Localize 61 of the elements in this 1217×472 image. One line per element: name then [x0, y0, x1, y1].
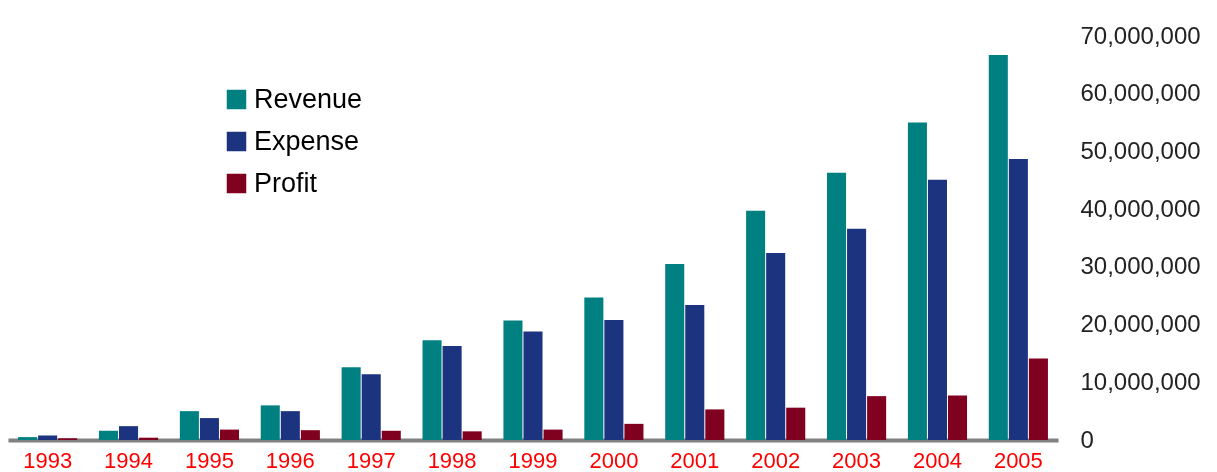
x-tick-label: 1999 [508, 447, 558, 472]
y-tick-label: 10,000,000 [1080, 367, 1201, 395]
bar [604, 319, 624, 440]
bar [18, 437, 38, 440]
bar [766, 253, 786, 440]
bar [260, 405, 280, 440]
bar [786, 407, 806, 440]
bar [927, 179, 947, 440]
legend-label: Profit [254, 167, 318, 198]
bar [300, 430, 320, 440]
bar [341, 367, 361, 440]
x-tick-label: 1993 [23, 447, 73, 472]
bar [38, 435, 58, 440]
y-tick-label: 50,000,000 [1080, 136, 1201, 164]
bar [705, 409, 725, 440]
bar [503, 320, 523, 440]
bar [827, 172, 847, 440]
y-tick-label: 60,000,000 [1080, 79, 1201, 107]
x-tick-label: 1997 [346, 447, 396, 472]
bar [746, 210, 766, 440]
x-tick-label: 2001 [670, 447, 720, 472]
y-tick-label: 40,000,000 [1080, 194, 1201, 222]
bar [867, 396, 887, 440]
bar [907, 122, 927, 440]
x-tick-label: 1995 [184, 447, 234, 472]
x-tick-label: 2004 [912, 447, 962, 472]
bar [219, 429, 239, 440]
y-tick-label: 20,000,000 [1080, 310, 1201, 338]
bar [1008, 158, 1028, 440]
x-tick-label: 2000 [589, 447, 639, 472]
x-tick-label: 1998 [427, 447, 477, 472]
y-tick-label: 30,000,000 [1080, 252, 1201, 280]
bar [624, 423, 644, 440]
legend-label: Expense [254, 125, 360, 156]
x-tick-label: 2005 [993, 447, 1043, 472]
bar [422, 340, 442, 440]
x-tick-label: 2003 [832, 447, 882, 472]
bar [462, 431, 482, 440]
bar [179, 411, 199, 440]
bar [119, 426, 139, 440]
x-tick-label: 1996 [265, 447, 315, 472]
bar [584, 297, 604, 440]
x-tick-label: 1994 [104, 447, 154, 472]
bar [280, 411, 300, 440]
bar [665, 263, 685, 440]
bar [98, 430, 118, 440]
bar [948, 395, 968, 440]
bar [543, 429, 563, 440]
legend-label: Revenue [254, 83, 363, 114]
bar [847, 228, 867, 440]
bar [381, 430, 401, 440]
bar [685, 304, 705, 440]
y-tick-label: 70,000,000 [1080, 21, 1201, 49]
bar [523, 331, 543, 440]
bar [442, 345, 462, 440]
bar [1028, 358, 1048, 440]
bar [988, 55, 1008, 440]
y-tick-label: 0 [1080, 425, 1094, 453]
bar [361, 374, 381, 440]
bar [199, 418, 219, 440]
x-tick-label: 2002 [751, 447, 801, 472]
